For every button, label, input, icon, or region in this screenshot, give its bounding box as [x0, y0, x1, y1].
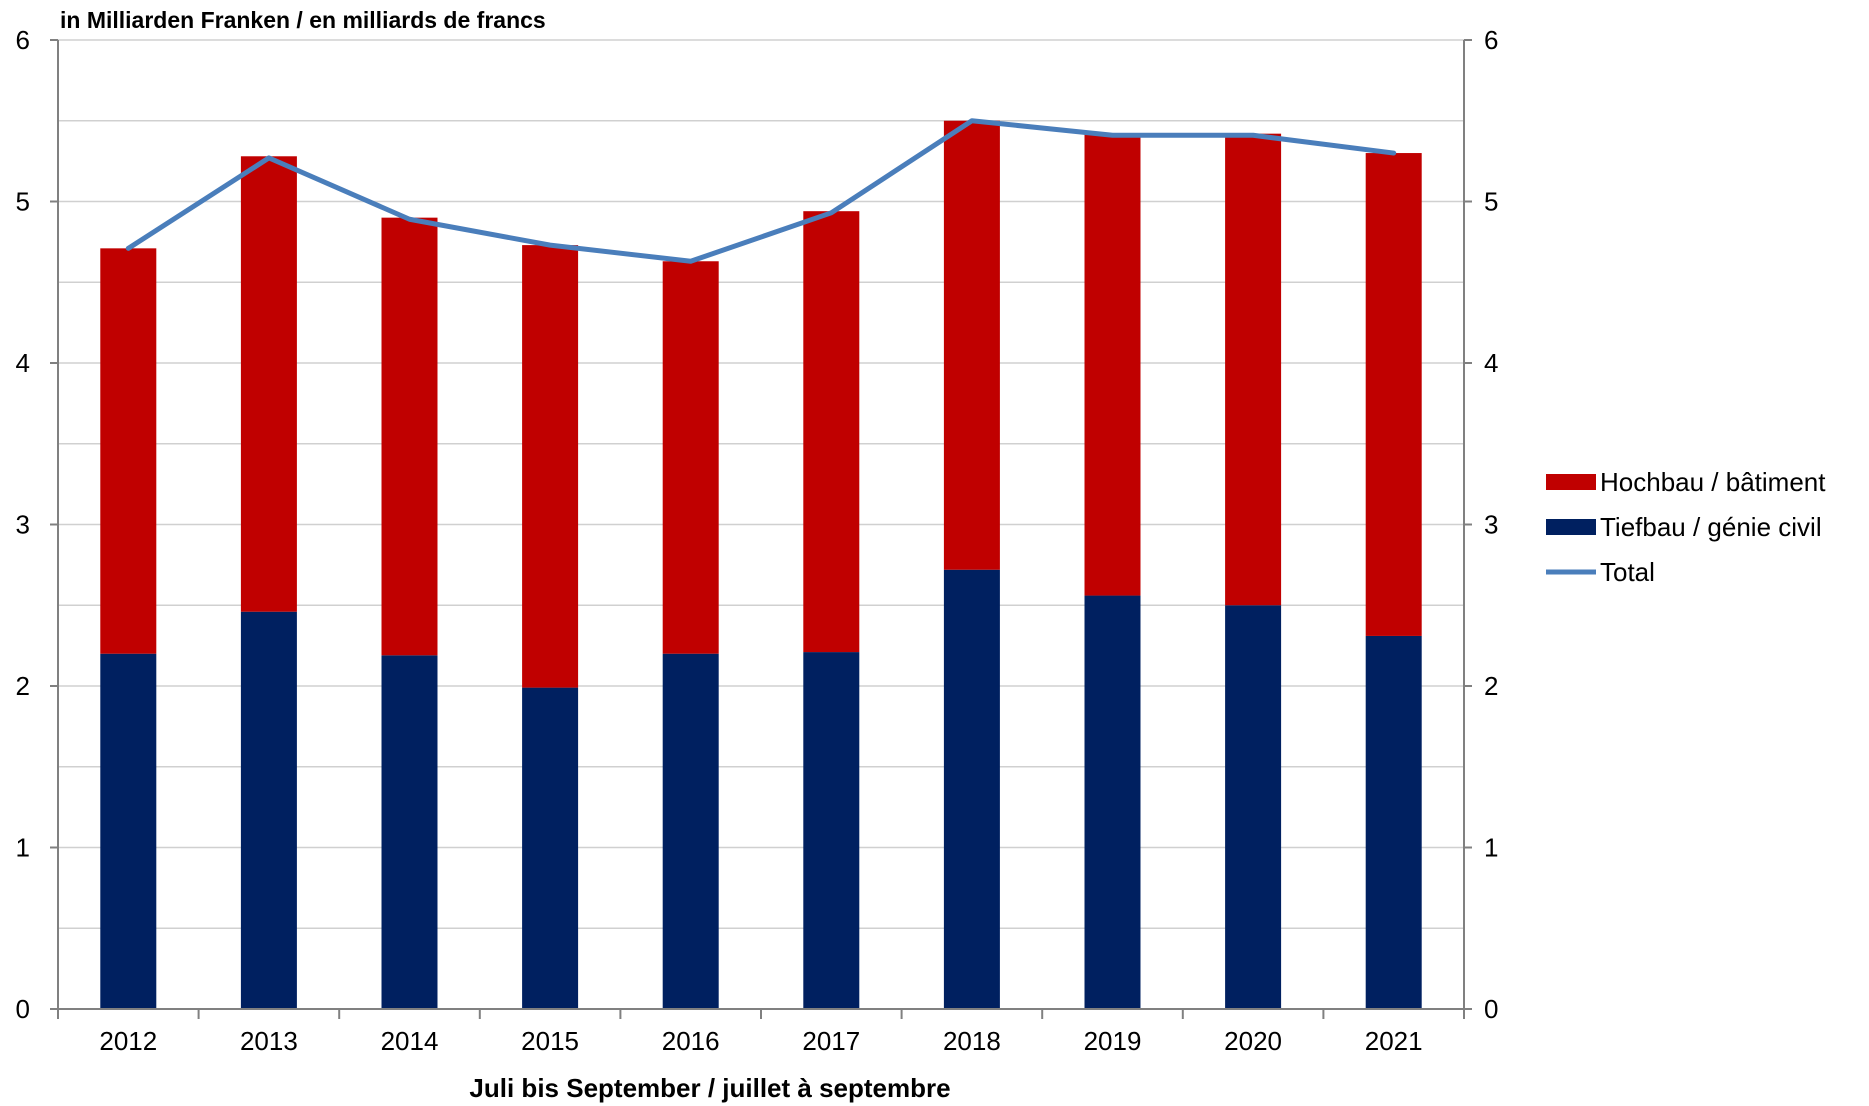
x-tick-label-2014: 2014: [381, 1026, 439, 1056]
bar-hochbau-2014: [381, 217, 438, 656]
y2-tick-label: 3: [1484, 510, 1498, 540]
bar-hochbau-2013: [240, 156, 297, 612]
bar-tiefbau-2015: [522, 687, 579, 1009]
bar-tiefbau-2016: [662, 653, 719, 1009]
legend-swatch-hochbau: [1546, 474, 1596, 490]
y2-tick-label: 4: [1484, 348, 1498, 378]
legend-label-tiefbau: Tiefbau / génie civil: [1600, 512, 1822, 542]
total-line-path: [125, 118, 1397, 264]
bar-tiefbau-2013: [240, 611, 297, 1009]
y-tick-label: 2: [16, 671, 30, 701]
total-line: [125, 118, 1397, 264]
y-axis-label: in Milliarden Franken / en milliards de …: [60, 7, 546, 33]
x-tick-label-2021: 2021: [1365, 1026, 1423, 1056]
y-tick-label: 5: [16, 187, 30, 217]
bar-hochbau-2016: [662, 261, 719, 654]
legend-swatch-tiefbau: [1546, 519, 1596, 535]
bar-tiefbau-2018: [943, 569, 1000, 1009]
x-tick-label-2017: 2017: [802, 1026, 860, 1056]
bars: [100, 120, 1422, 1009]
legend: Hochbau / bâtiment Tiefbau / génie civil T…: [1546, 467, 1826, 587]
bar-hochbau-2015: [522, 245, 579, 688]
legend-label-hochbau: Hochbau / bâtiment: [1600, 467, 1826, 497]
bar-tiefbau-2012: [100, 653, 157, 1009]
x-tick-label-2018: 2018: [943, 1026, 1001, 1056]
bar-tiefbau-2017: [803, 652, 860, 1009]
x-tick-label-2015: 2015: [521, 1026, 579, 1056]
x-tick-label-2016: 2016: [662, 1026, 720, 1056]
bar-tiefbau-2014: [381, 655, 438, 1009]
bar-tiefbau-2020: [1225, 605, 1282, 1009]
x-tick-label-2012: 2012: [99, 1026, 157, 1056]
bar-hochbau-2012: [100, 248, 157, 654]
y2-tick-label: 5: [1484, 187, 1498, 217]
bar-tiefbau-2019: [1084, 595, 1141, 1009]
y-tick-label: 4: [16, 348, 30, 378]
y2-tick-label: 0: [1484, 994, 1498, 1024]
x-tick-label-2020: 2020: [1224, 1026, 1282, 1056]
y-tick-label: 3: [16, 510, 30, 540]
x-axis-label: Juli bis September / juillet à septembre: [469, 1073, 950, 1103]
y2-tick-label: 1: [1484, 833, 1498, 863]
bar-hochbau-2021: [1365, 153, 1422, 636]
bar-hochbau-2019: [1084, 133, 1141, 596]
bar-hochbau-2017: [803, 211, 860, 653]
y-tick-label: 6: [16, 25, 30, 55]
tick-labels: 0 0 1 1 2 2 3 3 4 4 5 5 6 6 2012 2013 2014 2015 2016 2017 20…: [16, 25, 1499, 1056]
bar-hochbau-2020: [1225, 133, 1282, 606]
bar-hochbau-2018: [943, 120, 1000, 570]
legend-label-total: Total: [1600, 557, 1655, 587]
bar-tiefbau-2021: [1365, 635, 1422, 1009]
x-tick-label-2019: 2019: [1084, 1026, 1142, 1056]
x-tick-label-2013: 2013: [240, 1026, 298, 1056]
y2-tick-label: 2: [1484, 671, 1498, 701]
axes: [50, 39, 1472, 1019]
y-tick-label: 1: [16, 833, 30, 863]
y2-tick-label: 6: [1484, 25, 1498, 55]
y-tick-label: 0: [16, 994, 30, 1024]
